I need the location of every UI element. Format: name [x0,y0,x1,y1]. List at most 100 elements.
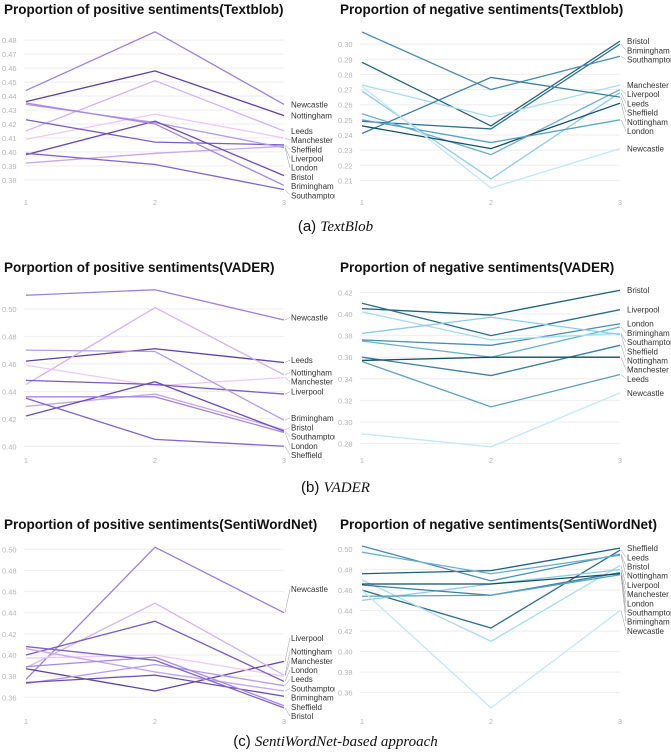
label-leader [284,144,291,150]
y-tick-label: 0.34 [338,375,353,384]
x-tick-label: 1 [360,198,364,207]
label-leader [284,660,291,677]
series-label: Nottingham [627,572,668,581]
label-leader [620,43,627,51]
series-line-leeds [361,360,621,408]
y-tick-label: 0.44 [338,607,353,616]
series-label: Liverpool [291,155,324,164]
x-tick-label: 3 [282,717,286,726]
series-line-newcastle [361,86,621,189]
series-line-liverpool [25,660,285,692]
x-tick-label: 2 [489,456,493,465]
y-tick-label: 0.28 [338,70,353,79]
chart-title: Proportion of positive sentiments(SentiW… [4,517,318,532]
caption-name: VADER [323,480,370,496]
series-line-brimingham [361,574,621,597]
series-line-sheffield [25,397,285,447]
x-tick-label: 1 [24,456,28,465]
series-label: London [627,127,654,136]
chart-plot: 0.36 0.38 0.40 0.42 0.44 0.46 0.48 0.50 1 2 3 Newca… [2,545,335,726]
series-line-nottingham [361,344,621,377]
series-label: Sheffield [627,347,658,356]
chart-title: Proportion of negative sentiments(VADER) [340,260,615,275]
y-tick-label: 0.46 [338,586,353,595]
y-tick-label: 0.44 [2,92,17,101]
x-tick-label: 2 [153,456,157,465]
label-leader [620,103,627,122]
label-leader [284,377,291,382]
series-line-london [361,323,621,346]
label-leader [284,189,291,196]
series-label: Leeds [291,356,313,365]
series-label: Bristol [291,173,313,182]
y-tick-label: 0.27 [338,86,353,95]
x-tick-label: 2 [489,198,493,207]
label-leader [284,707,291,717]
series-line-leeds [25,663,285,687]
caption-tag: (a) [297,218,317,235]
label-leader [284,359,291,363]
series-label: London [627,599,654,608]
series-label: London [627,320,654,329]
label-leader [284,391,291,395]
series-line-bristol [361,545,621,582]
label-leader [620,550,627,558]
series-label: Newcastle [627,627,664,636]
caption-b: (b) VADER [0,479,671,497]
series-label: Southampton [291,433,335,442]
series-label: Southampton [291,684,335,693]
y-tick-label: 0.24 [338,131,353,140]
y-tick-label: 0.26 [338,101,353,110]
series-line-brimingham [25,102,285,187]
series-label: Manchester [627,590,669,599]
label-leader [284,146,291,159]
y-tick-label: 0.46 [2,588,17,597]
y-tick-label: 0.48 [338,566,353,575]
series-line-bristol [25,645,285,709]
y-tick-label: 0.32 [338,396,353,405]
series-label: Leeds [291,127,313,136]
series-line-southampton [25,381,285,432]
x-tick-label: 3 [282,198,286,207]
series-line-newcastle [25,289,285,321]
series-line-sheffield [25,656,285,707]
series-line-sheffield [361,76,621,135]
series-line-nottingham [25,70,285,117]
series-label: Brimingham [291,414,334,423]
series-line-liverpool [361,564,621,643]
label-leader [620,574,627,622]
series-label: Liverpool [627,306,660,315]
y-tick-label: 0.38 [2,176,17,185]
series-line-newcastle [361,589,621,709]
series-label: Newcastle [627,389,664,398]
label-leader [620,56,627,60]
series-line-leeds [361,549,621,629]
chart-title: Proportion of positive sentiments(Textbl… [4,2,284,17]
series-line-southampton [362,573,621,585]
y-tick-label: 0.48 [2,566,17,575]
series-label: Manchester [627,366,669,375]
label-leader [284,679,291,686]
caption-a: (a) TextBlob [0,218,671,236]
y-tick-label: 0.42 [338,288,353,297]
y-tick-label: 0.46 [2,360,17,369]
series-label: Nottingham [291,368,332,377]
y-tick-label: 0.30 [338,40,353,49]
series-line-liverpool [25,379,285,395]
label-leader [284,427,291,431]
label-leader [284,432,291,446]
y-tick-label: 0.39 [2,162,17,171]
series-line-brimingham [361,43,621,130]
y-tick-label: 0.25 [338,116,353,125]
series-line-nottingham [361,551,621,575]
x-tick-label: 1 [24,198,28,207]
series-label: Manchester [291,136,333,145]
label-leader [284,688,291,692]
label-leader [284,417,291,421]
series-label: Southampton [627,338,671,347]
series-label: Liverpool [291,634,324,643]
series-line-bristol [361,40,621,127]
y-tick-label: 0.23 [338,146,353,155]
series-label: Bristol [627,286,649,295]
series-label: Southampton [627,608,671,617]
